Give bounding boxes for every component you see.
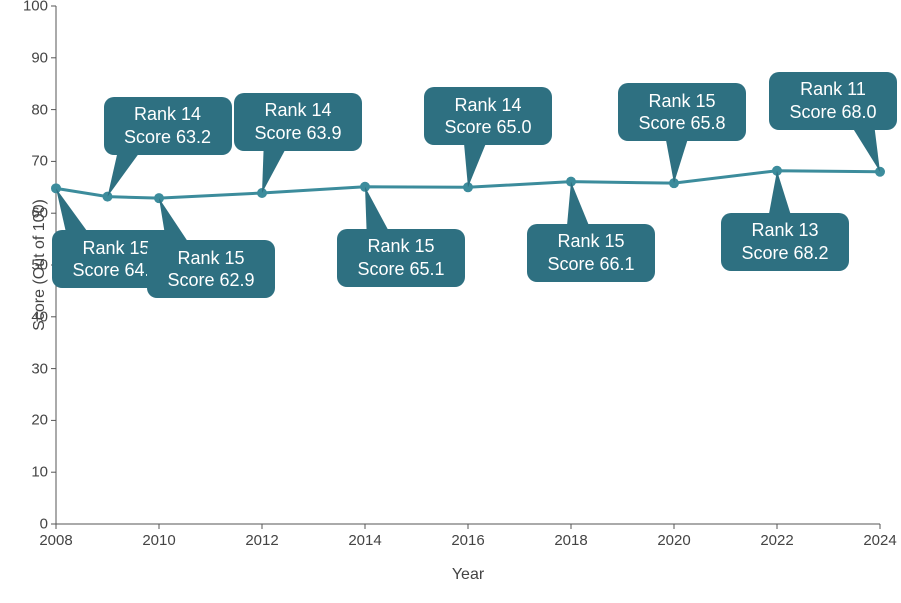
callout: Rank 11Score 68.0 (769, 72, 897, 130)
callout: Rank 14Score 63.2 (104, 97, 232, 155)
callout: Rank 15Score 62.9 (147, 240, 275, 298)
callout-tail (108, 153, 140, 197)
callout-score: Score 65.0 (434, 116, 542, 139)
callout-rank: Rank 15 (537, 230, 645, 253)
callout-score: Score 68.0 (779, 101, 887, 124)
callout-score: Score 62.9 (157, 269, 265, 292)
callout-rank: Rank 15 (628, 90, 736, 113)
x-tick-label: 2010 (142, 532, 175, 549)
callout: Rank 13Score 68.2 (721, 213, 849, 271)
x-tick-label: 2024 (863, 532, 896, 549)
y-tick-label: 0 (8, 516, 48, 533)
callout-tail (567, 182, 589, 226)
y-tick-label: 70 (8, 153, 48, 170)
y-tick-label: 10 (8, 464, 48, 481)
callout-score: Score 63.2 (114, 126, 222, 149)
x-tick-label: 2008 (39, 532, 72, 549)
callout-rank: Rank 11 (779, 78, 887, 101)
callout-score: Score 68.2 (731, 242, 839, 265)
x-tick-label: 2014 (348, 532, 381, 549)
x-tick-label: 2018 (554, 532, 587, 549)
callout: Rank 14Score 63.9 (234, 93, 362, 151)
callout-score: Score 63.9 (244, 122, 352, 145)
y-tick-label: 100 (8, 0, 48, 15)
callout-tail (853, 128, 880, 172)
x-tick-label: 2012 (245, 532, 278, 549)
callout: Rank 15Score 65.8 (618, 83, 746, 141)
callout-tail (365, 187, 389, 231)
y-axis-title: Score (Out of 100) (31, 185, 49, 345)
callout-tail (666, 139, 688, 183)
x-tick-label: 2022 (760, 532, 793, 549)
callout-tail (769, 171, 791, 215)
callout-score: Score 65.1 (347, 258, 455, 281)
callout-tail (56, 188, 88, 232)
callout-rank: Rank 15 (347, 235, 455, 258)
x-axis-title: Year (452, 566, 484, 584)
x-tick-label: 2016 (451, 532, 484, 549)
y-tick-label: 80 (8, 101, 48, 118)
y-tick-label: 90 (8, 49, 48, 66)
x-tick-label: 2020 (657, 532, 690, 549)
callout-rank: Rank 14 (244, 99, 352, 122)
y-tick-label: 20 (8, 412, 48, 429)
callout: Rank 15Score 65.1 (337, 229, 465, 287)
callout-score: Score 66.1 (537, 253, 645, 276)
callout-rank: Rank 14 (114, 103, 222, 126)
callout-rank: Rank 13 (731, 219, 839, 242)
callout-rank: Rank 15 (157, 247, 265, 270)
y-tick-label: 30 (8, 360, 48, 377)
callout-tail (262, 149, 286, 193)
callout-rank: Rank 14 (434, 94, 542, 117)
chart-container: 0102030405060708090100200820102012201420… (0, 0, 901, 603)
callout-tail (464, 143, 486, 187)
callout: Rank 15Score 66.1 (527, 224, 655, 282)
callout: Rank 14Score 65.0 (424, 87, 552, 145)
callout-score: Score 65.8 (628, 112, 736, 135)
